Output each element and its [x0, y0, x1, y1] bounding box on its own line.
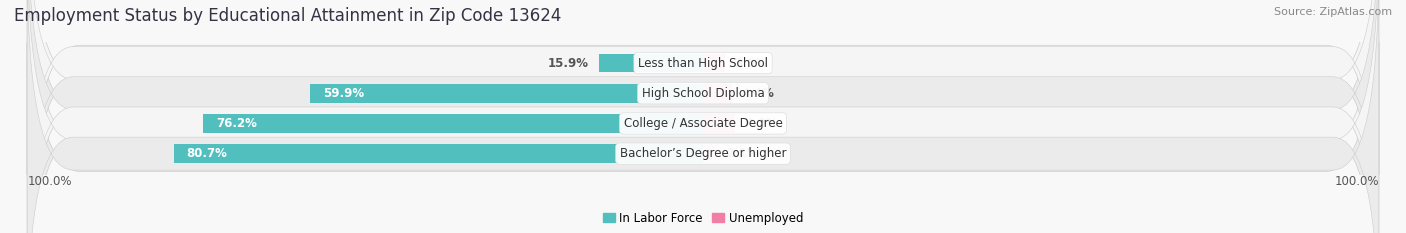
- FancyBboxPatch shape: [27, 0, 1379, 233]
- FancyBboxPatch shape: [27, 0, 1379, 233]
- Text: 80.7%: 80.7%: [187, 147, 228, 160]
- Bar: [309, 84, 703, 103]
- Bar: [173, 144, 703, 163]
- FancyBboxPatch shape: [27, 0, 1379, 233]
- Text: 15.9%: 15.9%: [548, 57, 589, 70]
- Text: 2.1%: 2.1%: [727, 147, 759, 160]
- Text: Less than High School: Less than High School: [638, 57, 768, 70]
- Text: 3.3%: 3.3%: [734, 57, 768, 70]
- Text: Employment Status by Educational Attainment in Zip Code 13624: Employment Status by Educational Attainm…: [14, 7, 561, 25]
- FancyBboxPatch shape: [27, 0, 1379, 233]
- Bar: [599, 54, 703, 72]
- Text: 76.2%: 76.2%: [217, 117, 257, 130]
- Text: High School Diploma: High School Diploma: [641, 87, 765, 100]
- Bar: [202, 114, 703, 133]
- FancyBboxPatch shape: [27, 0, 1379, 233]
- Legend: In Labor Force, Unemployed: In Labor Force, Unemployed: [603, 212, 803, 225]
- FancyBboxPatch shape: [27, 0, 1379, 233]
- Text: 4.4%: 4.4%: [742, 87, 775, 100]
- Text: Bachelor’s Degree or higher: Bachelor’s Degree or higher: [620, 147, 786, 160]
- Text: Source: ZipAtlas.com: Source: ZipAtlas.com: [1274, 7, 1392, 17]
- Text: 100.0%: 100.0%: [1334, 175, 1379, 188]
- Text: 100.0%: 100.0%: [27, 175, 72, 188]
- Bar: [703, 54, 724, 72]
- Bar: [703, 114, 735, 133]
- Text: College / Associate Degree: College / Associate Degree: [624, 117, 782, 130]
- FancyBboxPatch shape: [27, 0, 1379, 233]
- Bar: [703, 84, 733, 103]
- Bar: [703, 144, 717, 163]
- Text: 4.9%: 4.9%: [745, 117, 778, 130]
- Text: 59.9%: 59.9%: [323, 87, 364, 100]
- FancyBboxPatch shape: [27, 0, 1379, 233]
